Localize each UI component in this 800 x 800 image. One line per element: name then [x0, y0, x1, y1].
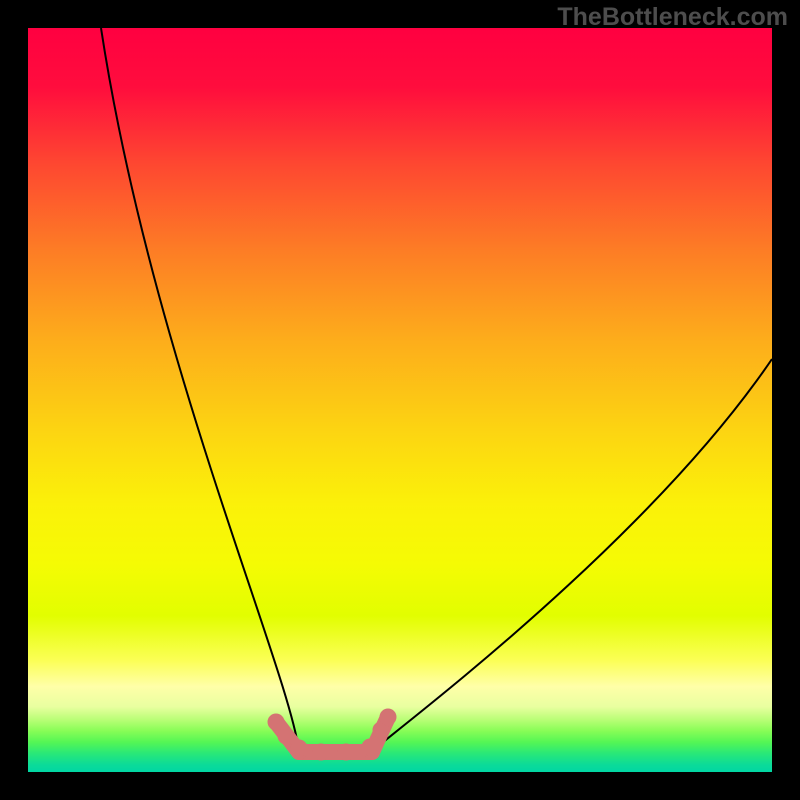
bottleneck-chart	[28, 28, 772, 772]
watermark-label: TheBottleneck.com	[557, 3, 788, 32]
chart-container: TheBottleneck.com	[0, 0, 800, 800]
trough-dot	[338, 744, 355, 761]
gradient-background	[28, 28, 772, 772]
trough-dot	[313, 744, 330, 761]
trough-dot	[380, 709, 397, 726]
trough-dot	[278, 728, 295, 745]
trough-dot	[268, 714, 285, 731]
trough-dot	[362, 739, 379, 756]
trough-dot	[291, 740, 308, 757]
